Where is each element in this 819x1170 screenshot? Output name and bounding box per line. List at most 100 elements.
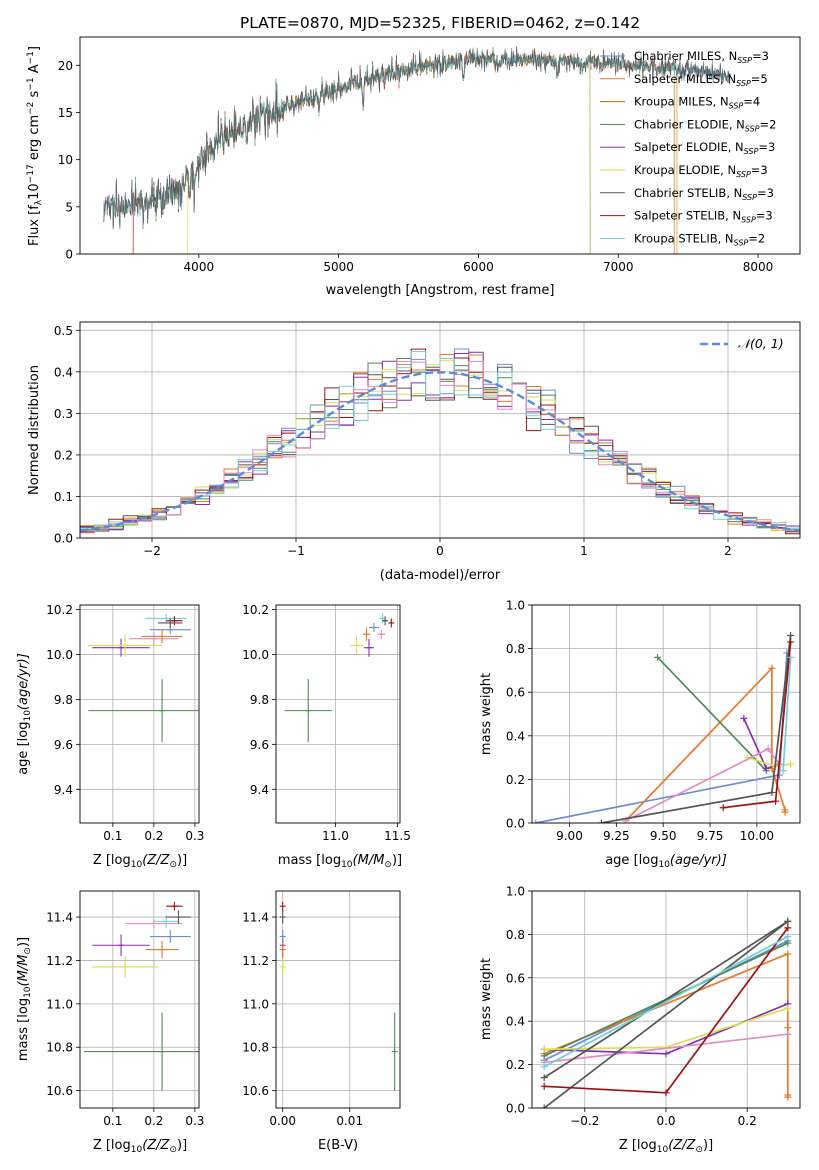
errorbar-point xyxy=(279,940,286,959)
legend-entry: Chabrier STELIB, NSSP=3 xyxy=(634,186,774,202)
label-part: s xyxy=(27,90,42,101)
y-axis-label: Normed distribution xyxy=(27,365,42,495)
point-marker xyxy=(719,804,727,812)
label-part: SSP xyxy=(729,102,744,111)
label-part: SSP xyxy=(737,56,752,65)
label-part: (M/M xyxy=(16,955,31,987)
errorbar-point xyxy=(149,930,191,944)
x-tick-label: 11.5 xyxy=(384,829,411,843)
weight-series xyxy=(535,652,788,823)
y-tick-label: 9.8 xyxy=(250,693,269,707)
spectrum-series xyxy=(103,46,731,230)
point-marker xyxy=(784,1024,792,1032)
y-tick-label: 0.2 xyxy=(506,1058,525,1072)
age-weight-frame xyxy=(531,604,801,824)
legend-entry: Kroupa MILES, NSSP=4 xyxy=(634,95,760,111)
point-marker xyxy=(540,1052,548,1060)
legend-entry: Kroupa STELIB, NSSP=2 xyxy=(634,231,765,247)
label-part: 10 xyxy=(23,986,33,998)
x-tick-label: 0.2 xyxy=(144,829,163,843)
point-marker xyxy=(787,632,795,640)
weight-series xyxy=(543,920,789,1108)
errorbar-point xyxy=(391,1012,398,1091)
point-marker xyxy=(784,1004,792,1012)
y-tick-label: 0.4 xyxy=(54,365,73,379)
label-part: =3 xyxy=(751,163,768,177)
y-tick-label: 10.0 xyxy=(46,648,73,662)
y-tick-label: 11.4 xyxy=(46,911,73,925)
point-marker xyxy=(784,1030,792,1038)
y-tick-label: 10.2 xyxy=(46,603,73,617)
label-part: −2 xyxy=(26,102,36,115)
spectrum-lines xyxy=(103,46,731,254)
label-part: SSP xyxy=(736,170,751,179)
point-marker xyxy=(540,1104,548,1108)
label-part: Kroupa MILES, N xyxy=(634,95,729,109)
ebv-mass-points xyxy=(279,901,398,1091)
y-tick-label: 11.0 xyxy=(242,997,269,1011)
x-tick-label: 0.0 xyxy=(656,1114,675,1128)
y-tick-label: 9.6 xyxy=(250,738,269,752)
errorbar-point xyxy=(166,901,183,911)
point-marker xyxy=(540,1045,548,1053)
label-part: wavelength [Angstrom, rest frame] xyxy=(326,283,555,298)
label-part: mass [log xyxy=(278,853,341,868)
label-part: Kroupa STELIB, N xyxy=(634,231,734,245)
x-tick-label: −0.2 xyxy=(570,1114,599,1128)
errorbar-point xyxy=(279,930,286,944)
label-part: Salpeter MILES, N xyxy=(634,72,736,86)
point-marker xyxy=(784,924,792,932)
point-marker xyxy=(784,933,792,941)
label-part: =3 xyxy=(757,186,774,200)
label-part: Kroupa ELODIE, N xyxy=(634,163,736,177)
x-axis-label: mass [log10(M/M⊙)] xyxy=(278,853,402,870)
z-weight-axes: −0.2 0.0 0.2 0.0 0.2 0.4 0.6 0.8 1.0 xyxy=(506,885,800,1128)
errorbar-point xyxy=(141,629,183,644)
label-part: =4 xyxy=(743,95,760,109)
x-tick-label: 5000 xyxy=(323,260,354,274)
label-part: 10 xyxy=(658,860,670,870)
weight-series xyxy=(543,940,789,1062)
figure-title: PLATE=0870, MJD=52325, FIBERID=0462, z=0… xyxy=(240,14,640,32)
y-tick-label: 15 xyxy=(58,106,73,120)
label-part: 10 xyxy=(131,1145,143,1155)
z-mass-axes: 0.1 0.2 0.3 10.6 10.8 11.0 11.2 11.4 xyxy=(46,891,204,1128)
point-marker xyxy=(784,1093,792,1101)
label-part: Z [log xyxy=(619,1138,657,1153)
point-marker xyxy=(787,760,795,768)
label-part: SSP xyxy=(736,79,751,88)
errorbar-point xyxy=(145,613,187,623)
label-part: 10 xyxy=(341,860,353,870)
errorbar-point xyxy=(362,627,371,641)
y-tick-label: 10.6 xyxy=(242,1084,269,1098)
y-tick-label: 0.3 xyxy=(54,407,73,421)
y-tick-label: 11.4 xyxy=(242,911,269,925)
label-part: )] xyxy=(392,853,402,868)
y-axis-label: mass weight xyxy=(479,958,494,1040)
y-axis-label: Flux [fλ10−17 erg cm−2 s−1 A−1] xyxy=(26,46,44,246)
label-part: Flux [f xyxy=(27,205,42,246)
label-part: =2 xyxy=(760,117,777,131)
legend-entry: Chabrier MILES, NSSP=3 xyxy=(634,49,769,65)
errorbar-point xyxy=(166,616,183,626)
x-tick-label: 9.00 xyxy=(556,829,583,843)
label-part: mass [log xyxy=(16,998,31,1061)
errorbar-point xyxy=(364,638,374,657)
errorbar-point xyxy=(279,956,286,978)
x-tick-label: 9.50 xyxy=(650,829,677,843)
x-tick-label: 0.2 xyxy=(738,1114,757,1128)
label-part: Z [log xyxy=(93,853,131,868)
mass-age-frame xyxy=(275,604,401,824)
x-tick-label: 7000 xyxy=(603,260,634,274)
y-tick-label: 0.2 xyxy=(54,448,73,462)
x-axis-label: Z [log10(Z/Z⊙)] xyxy=(93,853,187,870)
errorbar-point xyxy=(382,616,389,626)
label-part: 10 xyxy=(131,860,143,870)
errorbar-point xyxy=(279,901,286,911)
ebv-mass-axes: 0.00 0.01 10.6 10.8 11.0 11.2 11.4 xyxy=(242,891,400,1128)
x-tick-label: 0.2 xyxy=(144,1114,163,1128)
y-tick-label: 10.0 xyxy=(242,648,269,662)
x-tick-label: 6000 xyxy=(463,260,494,274)
x-axis-label: age [log10(age/yr)] xyxy=(605,853,727,870)
